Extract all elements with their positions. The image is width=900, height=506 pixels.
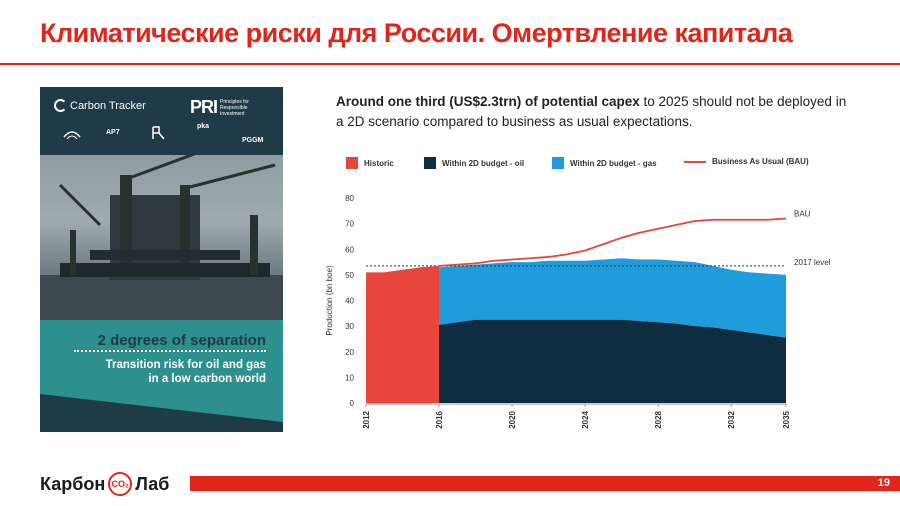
area-gas: [439, 258, 786, 338]
x-tick-label: 2012: [362, 410, 371, 428]
karbonlab-logo-right: Лаб: [135, 473, 170, 494]
x-tick-label: 2035: [782, 410, 791, 428]
y-tick-label: 40: [345, 297, 354, 306]
partner-monogram-icon: [152, 126, 165, 140]
legend-item-oil: Within 2D budget - oil: [424, 157, 524, 169]
y-tick-label: 60: [345, 245, 354, 254]
y-tick-label: 50: [345, 271, 354, 280]
bau-end-label: BAU: [794, 210, 811, 219]
report-cover: Carbon Tracker PRI Principles for Respon…: [40, 87, 283, 432]
cover-subtitle: Transition risk for oil and gas in a low…: [40, 358, 266, 386]
reference-line-label: 2017 level: [794, 258, 831, 267]
legend-label-oil: Within 2D budget - oil: [442, 158, 525, 168]
y-axis-label: Production (bn boe): [325, 265, 334, 336]
offshore-rig-photo: [40, 155, 283, 320]
legend-item-bau: Business As Usual (BAU): [684, 157, 809, 166]
chart-caption-rest: to 2025 should not be deployed in a 2D s…: [336, 94, 847, 129]
pri-logo-mark: PRI: [190, 97, 218, 117]
cover-logo-strip: Carbon Tracker PRI Principles for Respon…: [40, 87, 283, 155]
ap7-logo: AP7: [106, 129, 120, 136]
cover-dark-wedge: [40, 394, 283, 432]
line-bau: [438, 217, 787, 267]
x-tick-label: 2016: [435, 410, 444, 428]
pri-logo: PRI Principles for Responsible Investmen…: [190, 97, 268, 118]
legend-swatch-historic: [346, 157, 358, 169]
chart-caption: Around one third (US$2.3trn) of potentia…: [336, 92, 856, 132]
footer-bar: 19: [190, 476, 900, 491]
cover-dotted-divider: [74, 350, 266, 352]
slide-title: Климатические риски для России. Омертвле…: [40, 18, 793, 48]
carbon-tracker-ring-icon: [54, 99, 67, 112]
legend-swatch-gas: [552, 157, 564, 169]
carbon-tracker-logo: Carbon Tracker: [54, 99, 146, 112]
legend-swatch-bau: [684, 160, 706, 163]
y-tick-label: 80: [345, 194, 354, 203]
pggm-logo: PGGM: [242, 137, 264, 144]
chart-legend: Historic Within 2D budget - oil Within 2…: [346, 157, 846, 171]
legend-item-gas: Within 2D budget - gas: [552, 157, 657, 169]
x-tick-label: 2020: [508, 410, 517, 428]
y-tick-label: 70: [345, 220, 354, 229]
x-tick-label: 2032: [727, 410, 736, 428]
co2-icon: CO₂: [108, 472, 133, 496]
y-tick-label: 10: [345, 373, 354, 382]
legend-item-historic: Historic: [346, 157, 394, 169]
karbonlab-logo: Карбон CO₂ Лаб: [40, 472, 169, 496]
pri-logo-text: Principles for Responsible Investment: [220, 98, 249, 117]
x-tick-label: 2024: [581, 410, 590, 428]
chart-lines-layer: [366, 217, 787, 267]
cover-subtitle-line-2: in a low carbon world: [148, 373, 266, 385]
legend-label-bau: Business As Usual (BAU): [712, 157, 809, 166]
legend-label-historic: Historic: [364, 158, 394, 168]
y-tick-label: 0: [350, 399, 355, 408]
x-tick-label: 2028: [654, 410, 663, 428]
cover-title: 2 degrees of separation: [97, 332, 266, 349]
y-tick-label: 30: [345, 322, 354, 331]
chart-areas-layer: [366, 258, 786, 403]
legend-swatch-oil: [424, 157, 436, 169]
area-historic: [366, 265, 440, 403]
chart-axes-layer: 0 10 20 30 40 50 60 70 80 2012 2016 2020 2024 2028 203…: [345, 194, 791, 429]
carbon-tracker-logo-text: Carbon Tracker: [70, 99, 146, 112]
cover-subtitle-line-1: Transition risk for oil and gas: [105, 359, 266, 371]
chart-caption-bold: Around one third (US$2.3trn) of potentia…: [336, 94, 640, 109]
partner-globe-icon: [63, 131, 81, 140]
pka-logo: pka: [197, 123, 210, 130]
title-divider: [0, 63, 900, 65]
oil-rig-illustration: [40, 155, 283, 320]
legend-label-gas: Within 2D budget - gas: [570, 158, 657, 168]
y-tick-label: 20: [345, 348, 354, 357]
area-oil: [439, 319, 786, 403]
production-area-chart: 0 10 20 30 40 50 60 70 80 2012 2016 2020 2024 2028 203…: [325, 194, 831, 429]
page-number: 19: [877, 477, 890, 489]
karbonlab-logo-left: Карбон: [40, 473, 106, 494]
